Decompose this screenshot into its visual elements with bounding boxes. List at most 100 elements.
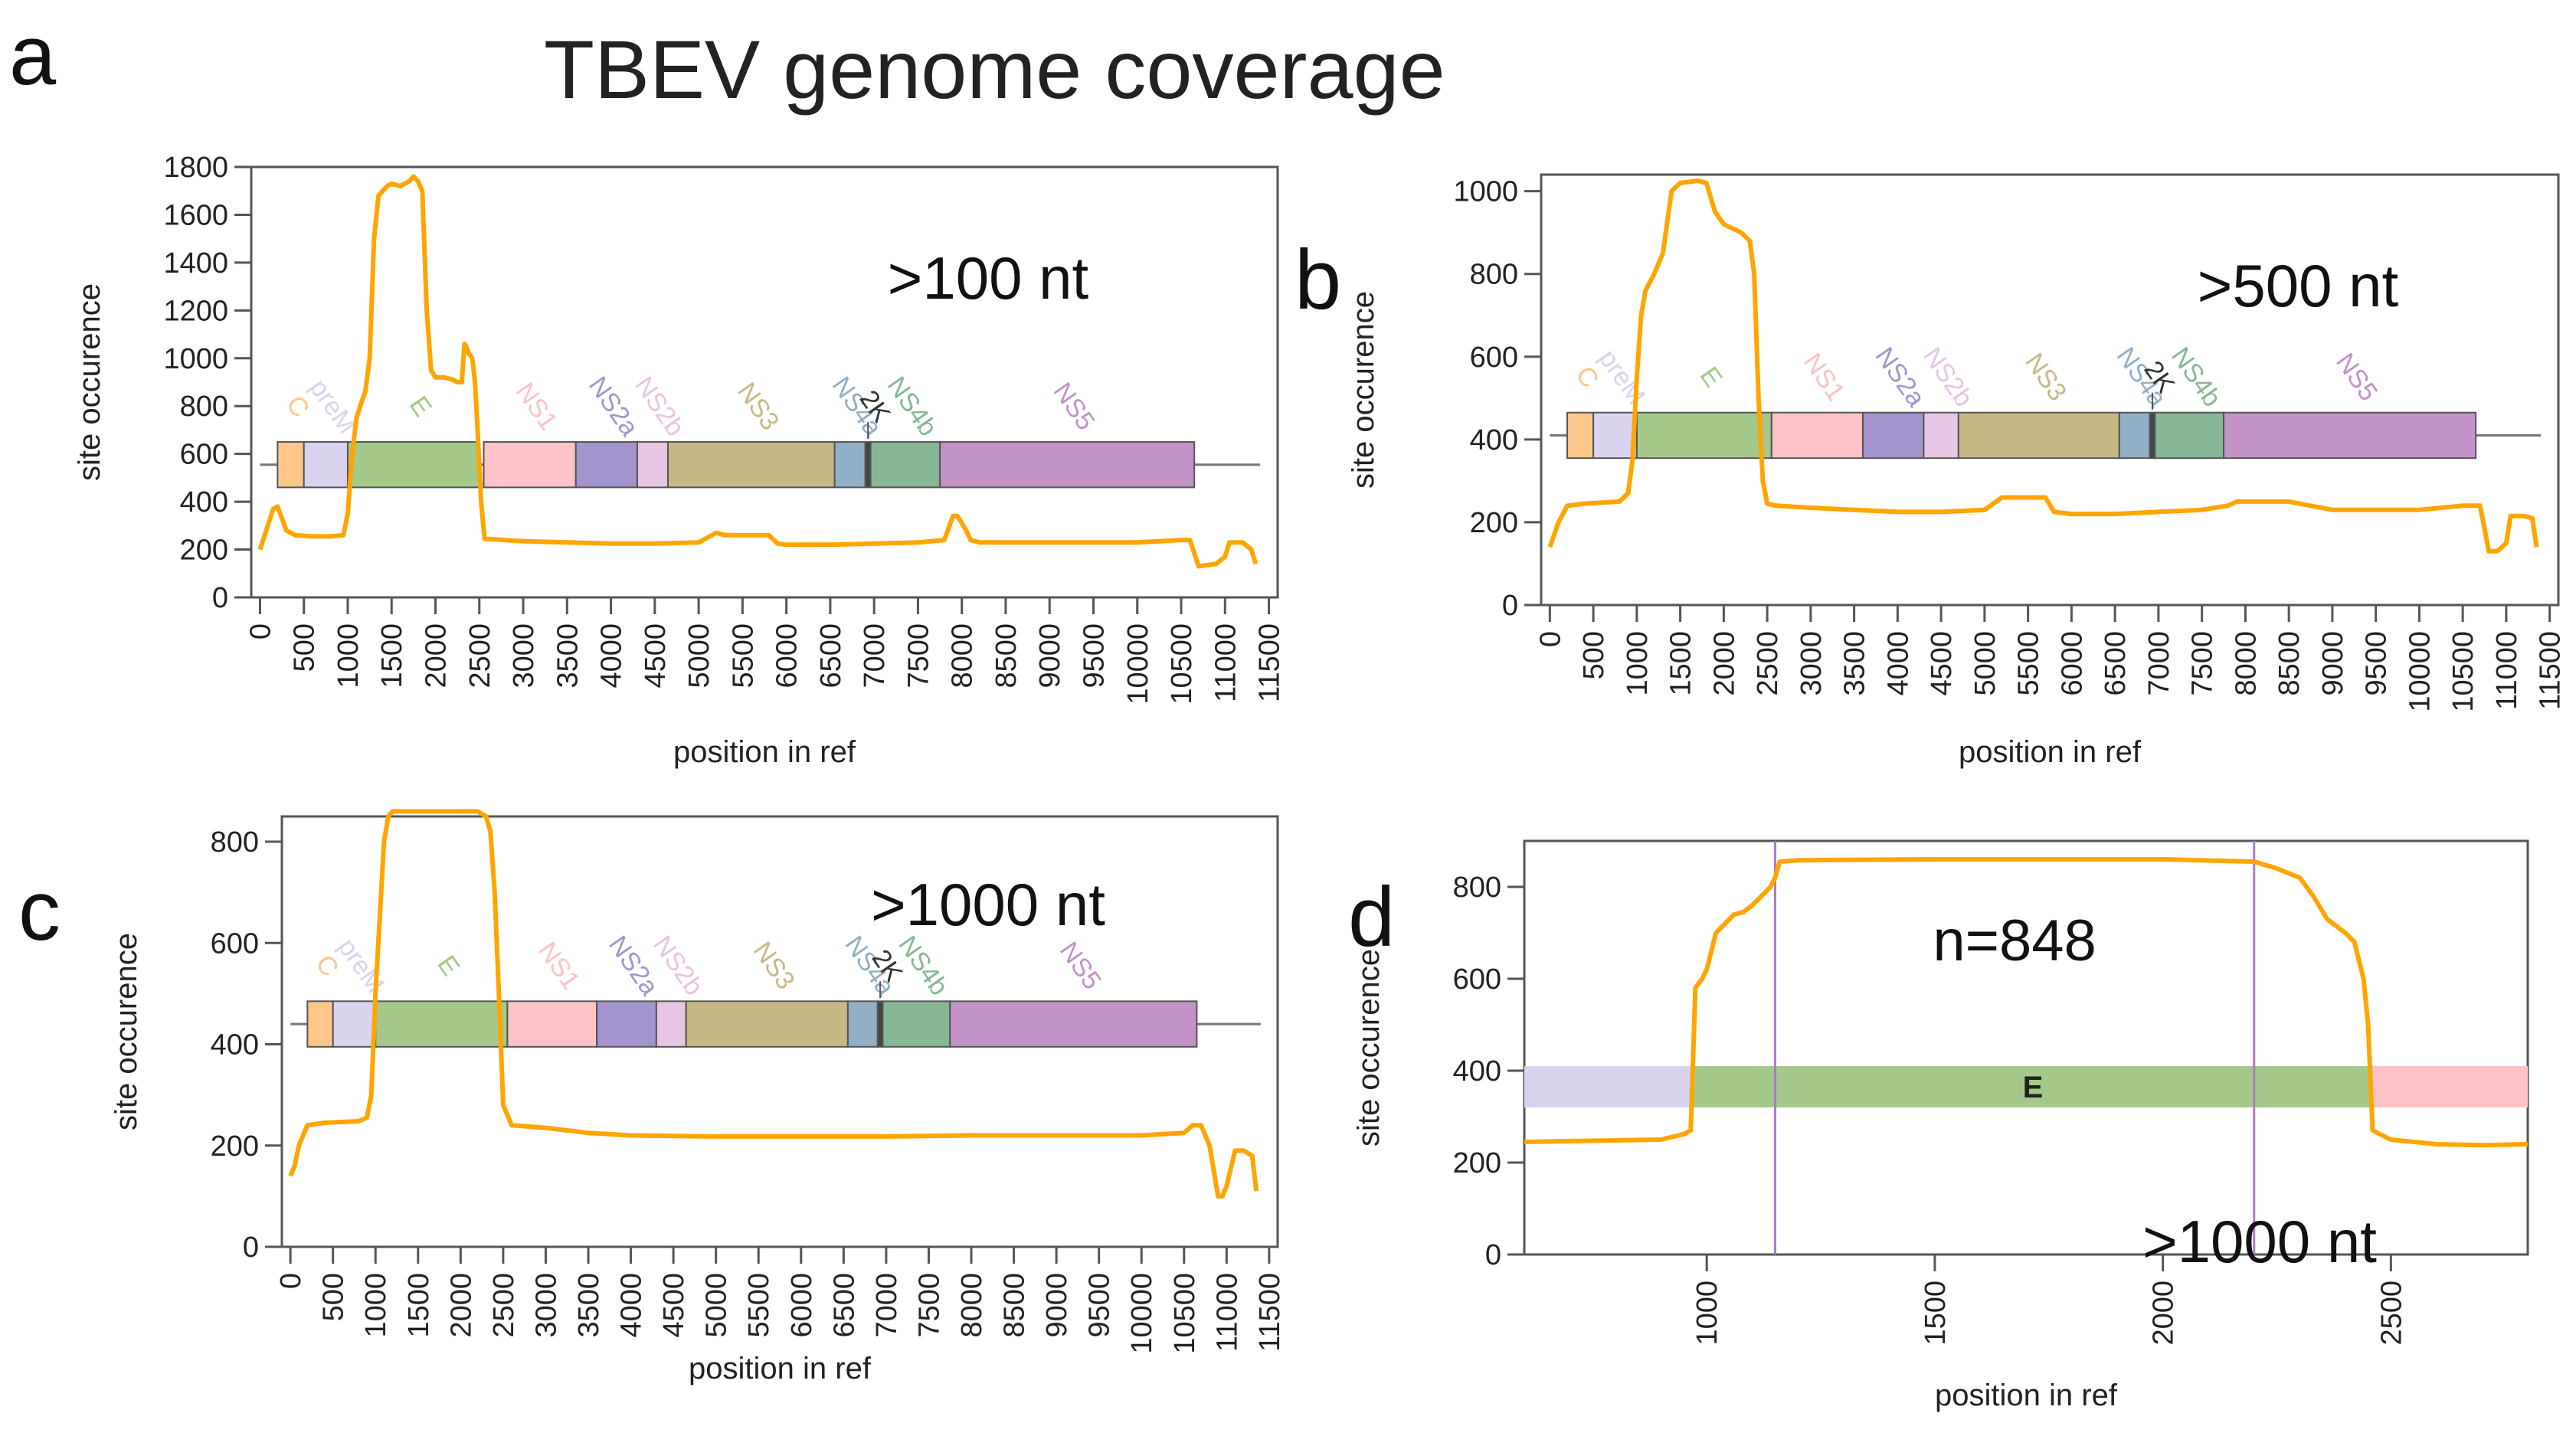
x-tick-label: 500 [1578,631,1610,679]
y-tick-label: 0 [1485,1239,1501,1271]
y-tick-label: 600 [1453,963,1501,996]
gene-block-NS4a [833,441,866,489]
x-tick-label: 11000 [1209,623,1242,702]
x-tick-label: 0 [275,1273,307,1289]
x-tick-label: 7500 [913,1273,945,1338]
gene-label-NS3: NS3 [748,937,800,995]
gene-block-NS1 [2372,1066,2528,1107]
x-tick-label: 6000 [786,1273,818,1338]
x-tick-label: 8000 [2230,631,2262,696]
panel-letter: c [18,864,61,958]
gene-block-NS4b [882,1000,951,1048]
panel-letter: d [1348,870,1395,964]
y-axis-label: site occurence [1352,949,1386,1147]
x-tick-label: 4000 [596,623,628,689]
x-tick-label: 5500 [743,1273,775,1338]
x-tick-label: 10500 [1169,1273,1201,1354]
gene-label-NS2a: NS2a [603,931,664,1001]
gene-block-preM [1524,1066,1694,1107]
gene-block-NS3 [1957,411,2120,460]
y-axis-label: site occurence [73,283,106,481]
y-tick-label: 200 [1470,507,1518,539]
x-tick-label: 11500 [1254,623,1286,702]
gene-label-NS5: NS5 [2330,348,2383,406]
gene-label-E: E [2023,1071,2044,1104]
gene-label-NS2a: NS2a [1870,342,1931,413]
y-tick-label: 1200 [163,295,228,327]
y-tick-label: 400 [1453,1055,1501,1088]
x-tick-label: 6500 [815,623,847,689]
y-tick-label: 400 [211,1029,259,1061]
x-tick-label: 11000 [2491,631,2523,710]
panel-a: a 0 200 400 600 800 1000 1200 1400 1600 1800 0 500 10… [9,8,1286,769]
x-axis-label: position in ref [673,735,856,769]
x-tick-label: 3000 [1795,631,1828,696]
x-tick-label: 11500 [1254,1273,1286,1352]
x-tick-label: 5000 [683,623,715,689]
gene-block-NS4b [869,441,941,489]
y-tick-label: 0 [212,582,228,614]
x-tick-label: 3000 [508,623,540,689]
x-tick-label: 3500 [552,623,584,689]
x-tick-label: 4000 [1882,631,1914,696]
gene-block-NS5 [939,441,1196,489]
gene-label-E: E [404,391,437,422]
x-tick-label: 5500 [2013,631,2045,696]
gene-block-E [346,441,480,489]
x-tick-label: 2000 [1708,631,1740,696]
panel-letter: b [1295,233,1341,327]
gene-block-NS3 [667,441,836,489]
x-tick-label: 10000 [1126,1273,1158,1354]
gene-label-NS3: NS3 [732,378,784,436]
gene-label-E: E [1694,361,1728,392]
gene-block-NS2a [1861,411,1925,460]
coverage-line [1547,178,2539,554]
gene-block-NS4a [2118,411,2151,460]
gene-label-NS5: NS5 [1048,378,1101,436]
x-tick-label: 9500 [2361,631,2393,696]
y-tick-label: 0 [243,1232,259,1264]
x-tick-label: 11500 [2535,631,2567,710]
gene-label-NS1: NS1 [1798,348,1851,406]
x-tick-label: 9000 [1041,1273,1073,1338]
y-tick-label: 600 [1470,342,1518,374]
x-tick-label: 10000 [1122,623,1154,705]
gene-label-E: E [431,950,465,981]
x-tick-label: 3500 [573,1273,605,1338]
gene-label-NS3: NS3 [2019,348,2072,406]
x-tick-label: 1500 [1920,1281,1952,1346]
gene-block-NS2b [655,1000,687,1048]
gene-block-NS3 [685,1000,849,1048]
x-tick-label: 6000 [2056,631,2088,696]
x-tick-label: 0 [1534,631,1566,647]
y-tick-label: 800 [211,826,259,859]
x-tick-label: 4500 [658,1273,690,1338]
gene-block-E [1635,411,1772,460]
y-tick-label: 800 [1453,872,1501,904]
y-tick-label: 200 [1453,1147,1501,1179]
x-tick-label: 11000 [1211,1273,1243,1352]
plot-frame [250,165,1279,599]
x-tick-label: 2500 [488,1273,520,1338]
x-tick-label: 3500 [1839,631,1871,696]
gene-block-preM [1592,411,1638,460]
y-tick-label: 200 [211,1130,259,1163]
x-tick-label: 3000 [530,1273,562,1338]
x-tick-label: 10500 [2447,631,2479,712]
y-axis-label: site occurence [1347,291,1380,489]
plot-frame [1523,839,2529,1256]
x-tick-label: 2000 [445,1273,477,1338]
x-tick-label: 1500 [376,623,408,689]
x-tick-label: 7500 [902,623,934,689]
x-tick-label: 6500 [828,1273,860,1338]
y-tick-label: 400 [180,486,228,518]
gene-label-NS2b: NS2b [647,931,709,1000]
coverage-line [288,809,1259,1199]
gene-block-NS2a [574,441,638,489]
gene-block-NS5 [2223,411,2477,460]
gene-block-E [1693,1066,2373,1107]
x-axis-label: position in ref [1935,1379,2118,1412]
x-tick-label: 1500 [1665,631,1697,696]
x-tick-label: 2000 [2148,1281,2180,1346]
gene-label-NS2b: NS2b [1917,342,1979,412]
